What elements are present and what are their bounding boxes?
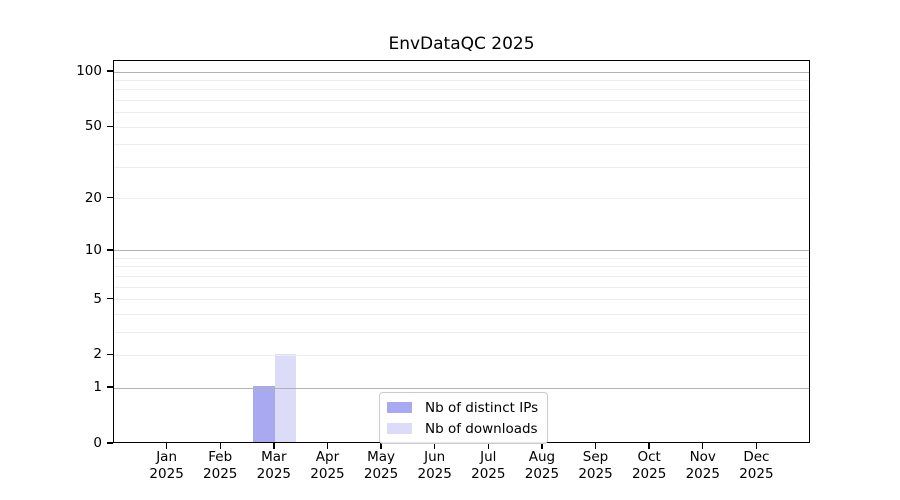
bar-nb-of-distinct-ips-mar-2025: [253, 386, 275, 442]
x-axis-label: Jun 2025: [407, 449, 463, 482]
legend: Nb of distinct IPs Nb of downloads: [379, 392, 549, 444]
x-axis-label: Jan 2025: [139, 449, 195, 482]
legend-item-downloads: Nb of downloads: [387, 418, 538, 439]
x-axis-label-year: 2025: [631, 465, 667, 482]
x-axis-label-month: Jun: [424, 449, 446, 465]
x-axis-tick: [326, 443, 329, 449]
minor-gridline: [114, 89, 809, 91]
major-gridline: [114, 387, 809, 389]
x-axis-label: Apr 2025: [299, 449, 355, 482]
y-axis-label: 2: [93, 346, 102, 363]
major-gridline: [114, 71, 809, 73]
minor-gridline: [114, 100, 809, 102]
minor-gridline: [114, 166, 809, 168]
x-axis-label-month: Sep: [582, 449, 609, 465]
minor-gridline: [114, 313, 809, 315]
x-axis-tick: [755, 443, 758, 449]
x-axis-label: Dec 2025: [728, 449, 784, 482]
x-axis-label-year: 2025: [685, 465, 720, 482]
bars-layer: [114, 61, 809, 442]
x-axis-label-year: 2025: [149, 465, 184, 482]
y-axis-label: 20: [84, 189, 102, 206]
x-axis-tick: [219, 443, 221, 449]
minor-gridline: [114, 299, 809, 301]
x-axis-tick: [273, 443, 275, 449]
minor-gridline: [114, 266, 809, 268]
minor-gridline: [114, 331, 809, 333]
x-axis-label-year: 2025: [363, 465, 399, 482]
minor-gridline: [114, 286, 809, 288]
y-axis-label: 50: [84, 118, 102, 135]
x-axis-label-month: Jul: [480, 449, 497, 465]
legend-swatch-downloads-icon: [387, 423, 412, 434]
bar-nb-of-downloads-mar-2025: [274, 353, 297, 442]
y-axis-label: 5: [93, 290, 102, 307]
x-axis-label-year: 2025: [256, 465, 292, 482]
x-axis-label-month: Nov: [689, 449, 716, 465]
y-axis-label: 0: [93, 435, 102, 451]
x-axis-label-month: Mar: [261, 449, 287, 465]
x-axis-label-year: 2025: [524, 465, 560, 482]
legend-label-distinct-ips: Nb of distinct IPs: [425, 399, 539, 416]
major-gridline: [114, 250, 809, 252]
legend-swatch-distinct-ips-icon: [387, 402, 412, 413]
x-axis-label-year: 2025: [739, 465, 774, 482]
chart-title: EnvDataQC 2025: [388, 34, 535, 54]
x-axis-label-month: Apr: [315, 449, 340, 465]
minor-gridline: [114, 112, 809, 114]
x-axis-label-month: May: [367, 449, 396, 465]
legend-item-distinct-ips: Nb of distinct IPs: [387, 397, 538, 418]
minor-gridline: [114, 258, 809, 259]
x-axis-label: Jul 2025: [460, 449, 516, 482]
x-axis-label: Sep 2025: [568, 449, 624, 482]
legend-label-downloads: Nb of downloads: [425, 420, 538, 437]
x-axis-tick: [165, 443, 168, 449]
x-axis-label-year: 2025: [417, 465, 452, 482]
x-axis-label: Aug 2025: [514, 449, 570, 482]
x-axis-label-month: Feb: [208, 449, 233, 465]
x-axis-tick: [702, 443, 704, 449]
x-axis-label: Nov 2025: [675, 449, 731, 482]
x-axis-label-month: Oct: [637, 449, 661, 465]
x-axis-label-year: 2025: [203, 465, 238, 482]
y-axis-label: 10: [84, 241, 102, 258]
y-axis-label: 100: [76, 63, 102, 80]
x-axis-label-year: 2025: [310, 465, 345, 482]
x-axis-label-month: Jan: [156, 449, 178, 465]
x-axis-label-year: 2025: [471, 465, 506, 482]
gridlines-layer: [114, 61, 809, 442]
x-axis-label: Oct 2025: [621, 449, 677, 482]
x-axis-label-month: Aug: [528, 449, 556, 465]
x-axis-tick: [594, 443, 597, 449]
minor-gridline: [114, 126, 809, 128]
x-axis-label-month: Dec: [743, 449, 770, 465]
minor-gridline: [114, 80, 809, 82]
x-axis-label-year: 2025: [578, 465, 613, 482]
minor-gridline: [114, 275, 809, 277]
y-axis-label: 1: [93, 379, 102, 396]
minor-gridline: [114, 354, 809, 356]
plot-area: Nb of distinct IPs Nb of downloads: [113, 60, 810, 444]
minor-gridline: [114, 144, 809, 146]
minor-gridline: [114, 198, 809, 200]
x-axis-label: Feb 2025: [192, 449, 248, 482]
x-axis-tick: [648, 443, 650, 449]
x-axis-label: Mar 2025: [246, 449, 302, 482]
x-axis-label: May 2025: [353, 449, 409, 482]
